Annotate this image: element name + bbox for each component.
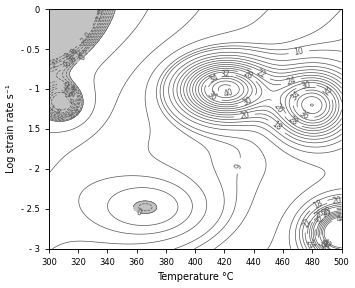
Text: -1.4: -1.4 <box>65 48 80 60</box>
Text: 22: 22 <box>255 68 267 80</box>
Text: 30: 30 <box>301 80 312 90</box>
Text: -1.0: -1.0 <box>68 48 83 61</box>
Text: -1.4: -1.4 <box>62 86 76 99</box>
Text: -1.6: -1.6 <box>59 86 74 98</box>
Text: 26: 26 <box>272 102 285 115</box>
Text: 36: 36 <box>318 240 331 253</box>
Text: 20: 20 <box>332 196 343 206</box>
Text: 28: 28 <box>241 69 254 82</box>
Text: -1.0: -1.0 <box>62 82 76 95</box>
Text: 24: 24 <box>285 76 297 87</box>
Text: -1.6: -1.6 <box>95 7 105 22</box>
Text: 44: 44 <box>336 213 347 224</box>
Text: 10: 10 <box>294 47 304 57</box>
Text: 32: 32 <box>220 69 230 79</box>
Text: 30: 30 <box>321 207 333 219</box>
Text: 18: 18 <box>271 120 283 133</box>
Text: 26: 26 <box>313 208 326 221</box>
Text: 34: 34 <box>315 239 328 252</box>
Text: 28: 28 <box>286 114 300 127</box>
Text: 34: 34 <box>290 89 303 103</box>
X-axis label: Temperature °C: Temperature °C <box>157 272 234 283</box>
Text: -1.2: -1.2 <box>61 84 76 96</box>
Text: 40: 40 <box>222 88 234 99</box>
Y-axis label: Log strain rate s⁻¹: Log strain rate s⁻¹ <box>6 85 16 173</box>
Text: 40: 40 <box>319 237 333 251</box>
Text: 36: 36 <box>206 90 219 103</box>
Text: 32: 32 <box>313 213 327 227</box>
Text: -2.0: -2.0 <box>79 30 92 44</box>
Text: -0.8: -0.8 <box>61 56 75 69</box>
Text: -1.8: -1.8 <box>62 48 77 60</box>
Text: -0.4: -0.4 <box>68 107 82 121</box>
Text: -1.8: -1.8 <box>47 104 62 116</box>
Text: 28: 28 <box>321 205 333 218</box>
Text: 30: 30 <box>241 96 254 108</box>
Text: -2.0: -2.0 <box>61 91 75 105</box>
Text: 34: 34 <box>207 72 220 85</box>
Text: 9: 9 <box>234 162 244 169</box>
Text: 36: 36 <box>298 109 311 122</box>
Text: 32: 32 <box>319 85 332 98</box>
Text: 0: 0 <box>135 207 143 217</box>
Text: -1.2: -1.2 <box>43 62 58 71</box>
Text: -0.8: -0.8 <box>61 80 76 92</box>
Text: 24: 24 <box>304 238 316 250</box>
Text: 0: 0 <box>78 52 88 62</box>
Text: -0.6: -0.6 <box>63 56 78 69</box>
Text: 18: 18 <box>312 198 324 211</box>
Text: 20: 20 <box>239 111 250 121</box>
Text: -0.2: -0.2 <box>76 48 91 62</box>
Text: 22: 22 <box>302 216 314 229</box>
